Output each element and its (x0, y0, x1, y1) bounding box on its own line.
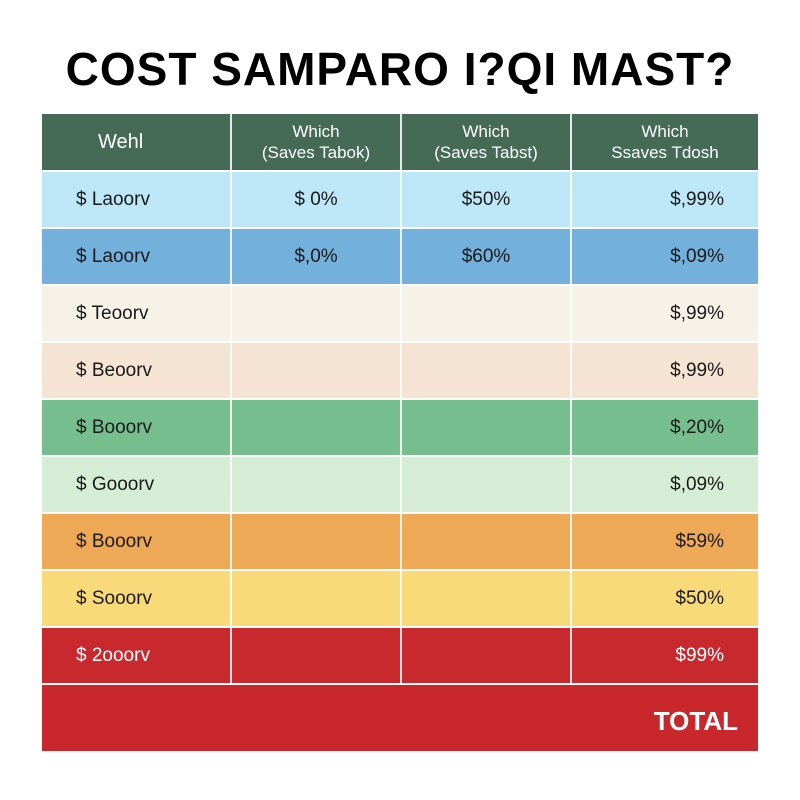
value-cell (232, 343, 402, 398)
value-cell (402, 628, 572, 683)
row-label: $ Teoorv (42, 286, 232, 341)
value-cell (402, 457, 572, 512)
value-cell: $50% (402, 172, 572, 227)
row-label: $ Beoorv (42, 343, 232, 398)
header-cell: Which (Saves Tabok) (232, 114, 402, 170)
value-cell: $,99% (670, 302, 724, 324)
value-cell: $59% (675, 530, 724, 552)
value-cell (402, 343, 572, 398)
row-label: $ Booorv (42, 400, 232, 455)
page-title: COST SAMPARO I?QI MAST? (65, 43, 735, 95)
cost-table: Wehl Which (Saves Tabok) Which (Saves Tabs… (42, 114, 758, 751)
row-label: $ Laoorv (42, 172, 232, 227)
total-label: TOTAL (653, 706, 738, 736)
value-cell (232, 286, 402, 341)
header-cell: Wehl (42, 114, 232, 170)
row-label: $ Gooorv (42, 457, 232, 512)
value-cell: $,09% (670, 473, 724, 495)
header-cell: Which Ssaves Tdosh (572, 114, 758, 170)
header-label: Which (641, 122, 689, 141)
table-row: $ Sooorv $50% (42, 571, 758, 626)
table-row: $ Teoorv $,99% (42, 286, 758, 341)
header-sublabel: (Saves Tabok) (261, 143, 371, 162)
value-cell (402, 514, 572, 569)
table-row: $ Gooorv $,09% (42, 457, 758, 512)
value-cell: $60% (402, 229, 572, 284)
row-label: $ Laoorv (42, 229, 232, 284)
table-header: Wehl Which (Saves Tabok) Which (Saves Tabs… (42, 114, 758, 170)
value-cell (232, 514, 402, 569)
row-label: $ 2ooorv (42, 628, 232, 683)
table-row: $ Laoorv $ 0% $50% $,99% (42, 172, 758, 227)
table-row: $ Laoorv $,0% $60% $,09% (42, 229, 758, 284)
table-row: $ Booorv $59% (42, 514, 758, 569)
total-row: TOTAL (42, 685, 758, 751)
value-cell (402, 571, 572, 626)
row-label: $ Sooorv (42, 571, 232, 626)
row-label: $ Booorv (42, 514, 232, 569)
header-sublabel: Ssaves Tdosh (611, 143, 719, 162)
value-cell: $,99% (670, 359, 724, 381)
header-cell: Which (Saves Tabst) (402, 114, 572, 170)
value-cell: $99% (675, 644, 724, 666)
value-cell (402, 400, 572, 455)
value-cell (232, 628, 402, 683)
value-cell: $,20% (670, 416, 724, 438)
value-cell: $,0% (232, 229, 402, 284)
table-row: $ 2ooorv $99% (42, 628, 758, 683)
value-cell: $,09% (670, 245, 724, 267)
header-label: Wehl (98, 130, 144, 153)
header-label: Which (292, 122, 340, 141)
value-cell (232, 457, 402, 512)
value-cell (232, 571, 402, 626)
table-row: $ Beoorv $,99% (42, 343, 758, 398)
table-row: $ Booorv $,20% (42, 400, 758, 455)
header-sublabel: (Saves Tabst) (434, 143, 538, 162)
value-cell (402, 286, 572, 341)
value-cell: $ 0% (232, 172, 402, 227)
value-cell: $,99% (670, 188, 724, 210)
header-label: Which (462, 122, 510, 141)
value-cell (232, 400, 402, 455)
value-cell: $50% (675, 587, 724, 609)
